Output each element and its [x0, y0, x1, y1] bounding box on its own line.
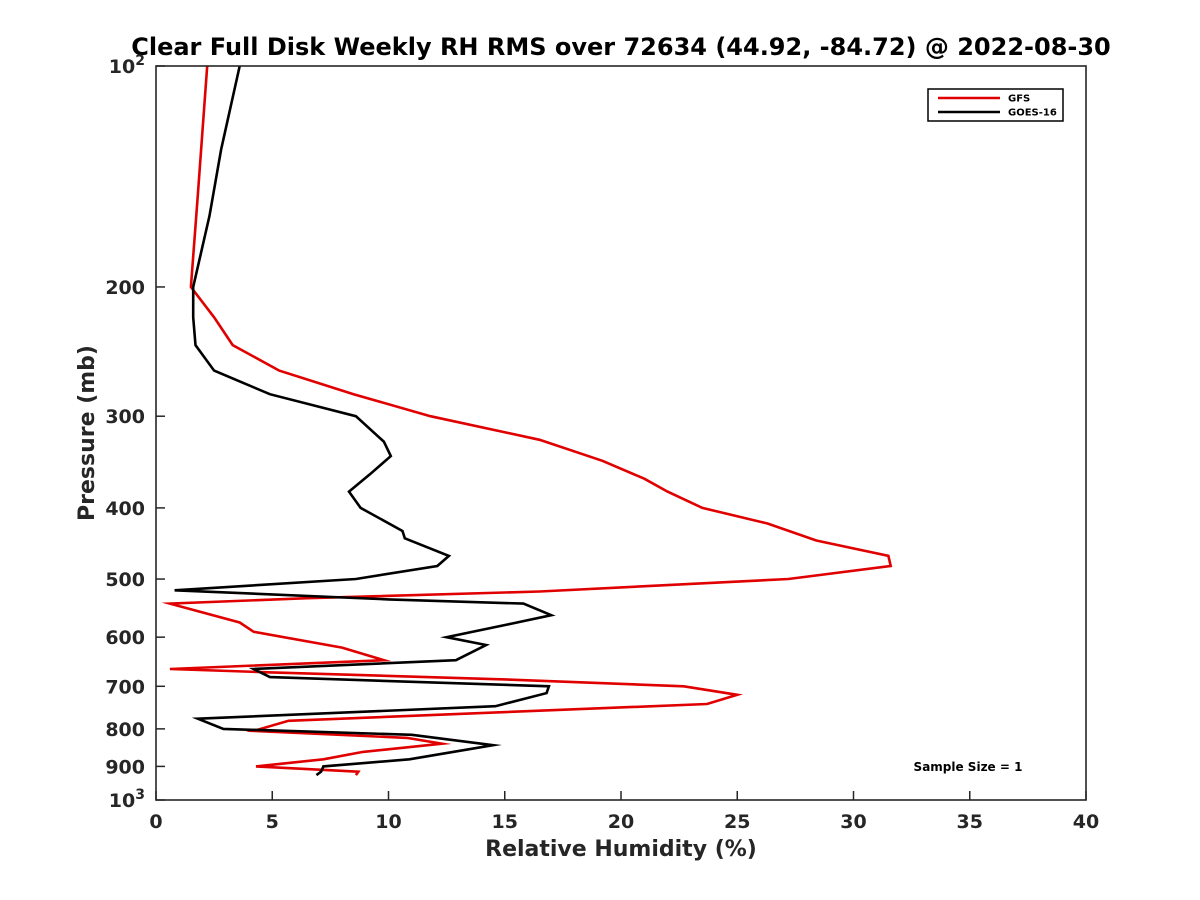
x-tick-label: 25 [724, 811, 750, 833]
y-tick-label: 103 [109, 787, 145, 812]
y-tick-base: 10 [109, 56, 135, 78]
x-tick-label: 0 [149, 811, 162, 833]
y-tick-exponent: 2 [135, 53, 145, 69]
x-tick-label: 15 [492, 811, 518, 833]
x-tick-label: 20 [608, 811, 634, 833]
series-line-gfs [161, 65, 893, 776]
y-tick-exponent: 3 [135, 787, 145, 803]
plot-area [161, 65, 893, 777]
series-line-goes-16 [174, 65, 556, 777]
chart-title: Clear Full Disk Weekly RH RMS over 72634… [131, 33, 1111, 61]
y-tick-label: 800 [105, 719, 145, 741]
y-tick-base: 700 [105, 676, 145, 698]
y-tick-label: 102 [109, 53, 145, 78]
legend-box [927, 88, 1064, 122]
legend-label-goes-16: GOES-16 [1008, 108, 1057, 119]
x-tick-label: 40 [1073, 811, 1099, 833]
x-tick-label: 10 [375, 811, 401, 833]
y-tick-base: 300 [105, 406, 145, 428]
y-tick-label: 600 [105, 627, 145, 649]
y-axis-label: Pressure (mb) [75, 345, 100, 521]
y-tick-label: 700 [105, 676, 145, 698]
y-tick-label: 200 [105, 277, 145, 299]
y-tick-base: 400 [105, 498, 145, 520]
y-tick-label: 500 [105, 569, 145, 591]
y-tick-base: 10 [109, 790, 135, 812]
x-tick-label: 30 [840, 811, 866, 833]
y-tick-base: 500 [105, 569, 145, 591]
y-tick-base: 800 [105, 719, 145, 741]
y-tick-base: 900 [105, 756, 145, 778]
legend-label-gfs: GFS [1008, 94, 1030, 105]
x-axis: 0 5 10 15 20 25 30 35 40 [149, 791, 1099, 833]
y-tick-label: 900 [105, 756, 145, 778]
x-axis-label: Relative Humidity (%) [485, 837, 757, 862]
y-tick-label: 400 [105, 498, 145, 520]
sample-size-annotation: Sample Size = 1 [914, 760, 1023, 774]
x-tick-label: 35 [957, 811, 983, 833]
y-tick-base: 200 [105, 277, 145, 299]
y-tick-label: 300 [105, 406, 145, 428]
legend: GFS GOES-16 [927, 88, 1064, 122]
x-tick-label: 5 [266, 811, 279, 833]
y-tick-base: 600 [105, 627, 145, 649]
